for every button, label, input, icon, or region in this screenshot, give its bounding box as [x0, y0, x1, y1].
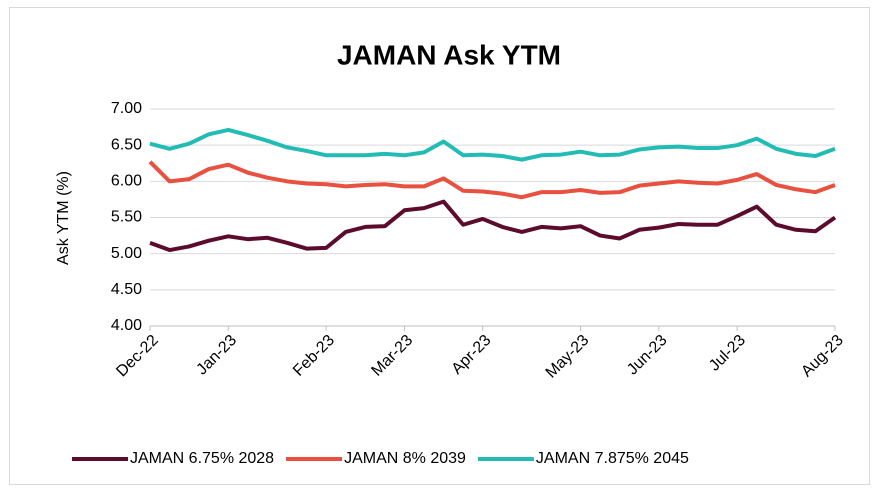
- legend-label: JAMAN 7.875% 2045: [536, 450, 689, 467]
- legend-label: JAMAN 6.75% 2028: [130, 450, 274, 467]
- y-tick-label: 5.50: [111, 209, 142, 226]
- y-tick-label: 5.00: [111, 245, 142, 262]
- series-line: [148, 160, 836, 200]
- y-tick-label: 4.00: [111, 317, 142, 334]
- y-tick-label: 6.50: [111, 136, 142, 153]
- y-tick-label: 7.00: [111, 100, 142, 117]
- chart-title: JAMAN Ask YTM: [337, 39, 561, 70]
- y-axis-label: Ask YTM (%): [55, 171, 72, 265]
- series-line: [149, 199, 837, 253]
- chart-border: [9, 7, 870, 485]
- y-tick-label: 6.00: [111, 173, 142, 190]
- y-tick-label: 4.50: [111, 281, 142, 298]
- legend-label: JAMAN 8% 2039: [344, 450, 466, 467]
- series-line: [149, 127, 836, 162]
